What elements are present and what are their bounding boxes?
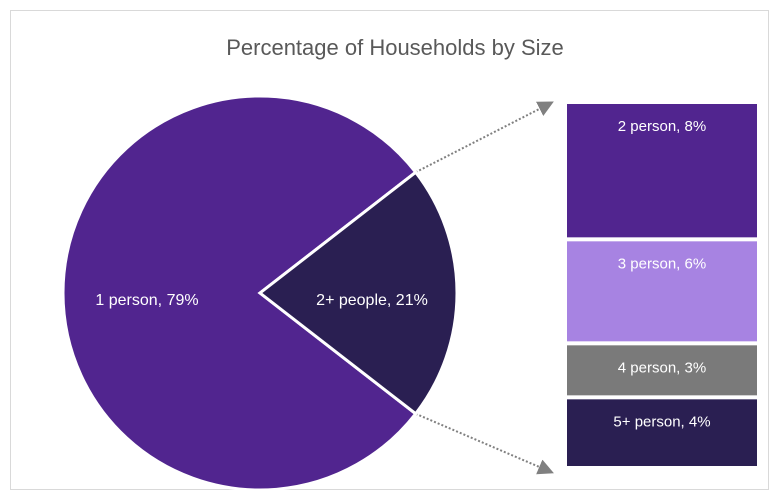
- bar-segment-4-person: [567, 345, 757, 396]
- connector-line-bottom: [415, 412, 554, 475]
- connector-line-top: [415, 101, 554, 174]
- bar-label-3-person: 3 person, 6%: [618, 255, 706, 272]
- pie-slice-2-plus-people: [257, 170, 459, 416]
- bar-segment-2-person: [567, 104, 757, 238]
- pie-label-2-plus-people: 2+ people, 21%: [316, 292, 428, 309]
- chart-title: Percentage of Households by Size: [226, 35, 564, 60]
- bar-segment-3-person: [567, 241, 757, 342]
- bar-segment-5-plus-person: [567, 399, 757, 466]
- bar-label-2-person: 2 person, 8%: [618, 118, 706, 135]
- breakout-bar: 2 person, 8% 3 person, 6% 4 person, 3% 5+ p…: [567, 104, 757, 466]
- pie-label-1-person: 1 person, 79%: [95, 292, 198, 309]
- pie-slice-1-person: [61, 94, 418, 492]
- pie: 1 person, 79% 2+ people, 21%: [61, 94, 459, 492]
- bar-label-5-plus-person: 5+ person, 4%: [613, 413, 710, 430]
- bar-label-4-person: 4 person, 3%: [618, 359, 706, 376]
- connector-lines: [415, 101, 554, 475]
